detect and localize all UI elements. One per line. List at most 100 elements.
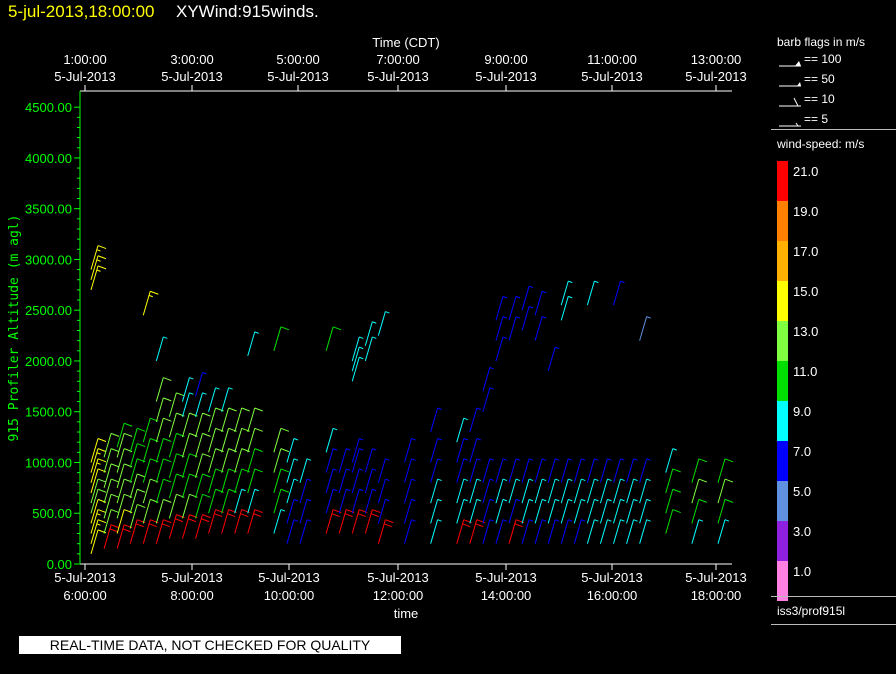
wind-barb: [286, 519, 299, 544]
wind-barb: [469, 498, 481, 524]
wind-barb: [639, 498, 651, 524]
wind-barb: [90, 519, 107, 544]
speed-scale-label: 5.0: [793, 484, 812, 499]
wind-barb: [90, 458, 107, 483]
wind-barb: [717, 478, 734, 504]
wind-barb: [482, 387, 495, 412]
wind-barb: [599, 458, 612, 483]
wind-barb: [155, 519, 172, 544]
wind-barb: [547, 498, 560, 524]
wind-barbs: [90, 245, 734, 554]
wind-barb: [195, 493, 211, 519]
x-top-tick-date: 5-Jul-2013: [685, 69, 746, 84]
wind-barb: [364, 336, 377, 362]
wind-barb: [639, 458, 651, 483]
wind-barb: [155, 438, 172, 463]
wind-barb: [717, 519, 730, 544]
wind-barb: [195, 473, 211, 499]
wind-barb: [338, 488, 351, 514]
wind-barb: [495, 316, 508, 341]
speed-scale-label: 7.0: [793, 444, 812, 459]
wind-barb: [717, 458, 734, 483]
wind-barb: [155, 458, 172, 483]
wind-barb: [351, 356, 364, 382]
wind-barb: [469, 407, 481, 433]
wind-barb: [195, 514, 211, 539]
wind-barb: [364, 509, 381, 534]
wind-barb: [195, 412, 211, 438]
wind-barb: [247, 407, 263, 433]
wind-barb: [155, 417, 172, 443]
wind-barb: [116, 422, 133, 448]
wind-barb: [338, 468, 351, 494]
wind-barb: [665, 448, 677, 473]
y-axis-ticks: 0.00 500.00 1000.00 1500.00 2000.00 2500.00 30…: [25, 100, 80, 572]
wind-barb: [168, 392, 185, 417]
wind-barb: [482, 478, 495, 504]
wind-barb: [103, 432, 120, 458]
x-top-tick-date: 5-Jul-2013: [367, 69, 428, 84]
wind-barb: [351, 438, 364, 463]
wind-barb: [273, 326, 290, 351]
wind-barb: [469, 438, 481, 463]
barb-legend-row: == 50: [777, 72, 887, 90]
wind-barb: [234, 488, 246, 514]
x-top-tick-time: 3:00:00: [170, 52, 213, 67]
wind-barb: [90, 509, 107, 534]
wind-barb: [508, 498, 521, 524]
wind-barb: [116, 432, 133, 458]
speed-scale-label: 21.0: [793, 164, 819, 179]
wind-barb: [626, 519, 638, 544]
y-tick-label: 2000.00: [25, 354, 72, 369]
wind-barb: [181, 392, 194, 417]
barb-legend-row: == 100: [777, 52, 887, 70]
wind-barb: [456, 478, 468, 504]
barb-symbol-icon: [779, 82, 801, 87]
wind-barb: [599, 519, 612, 544]
wind-barb: [430, 407, 442, 433]
wind-barb: [613, 519, 625, 544]
wind-barb: [299, 519, 312, 544]
wind-barb: [691, 519, 704, 544]
speed-color-swatch: [777, 321, 788, 361]
wind-barb: [90, 478, 107, 504]
wind-barb: [325, 427, 338, 453]
wind-barb: [469, 478, 481, 504]
speed-color-swatch: [777, 161, 788, 201]
x-tick-time: 16:00:00: [587, 588, 638, 603]
wind-barb: [534, 290, 547, 316]
wind-barb: [665, 509, 681, 534]
speed-color-swatch: [777, 441, 788, 481]
wind-barb: [90, 265, 107, 291]
wind-barb: [691, 478, 708, 504]
wind-barb: [273, 427, 290, 453]
wind-barb: [613, 458, 625, 483]
speed-color-swatch: [777, 481, 788, 521]
wind-barb: [129, 427, 146, 453]
wind-barb: [129, 503, 146, 529]
wind-barb: [234, 407, 250, 433]
wind-barb: [247, 468, 263, 494]
wind-barb: [599, 478, 612, 504]
wind-barb: [338, 448, 351, 473]
wind-barb: [613, 498, 625, 524]
x-axis-top-title: Time (CDT): [372, 35, 439, 50]
wind-barb: [142, 290, 159, 316]
wind-barb: [586, 458, 599, 483]
wind-barb: [521, 306, 534, 331]
x-tick-date: 5-Jul-2013: [475, 570, 536, 585]
wind-barb: [195, 372, 207, 397]
header-date-time: 5-jul-2013,18:00:00: [8, 2, 155, 21]
wind-barb: [364, 488, 377, 514]
y-tick-label: 0.00: [47, 557, 72, 572]
x-top-tick-time: 11:00:00: [587, 52, 637, 67]
wind-barb: [626, 478, 638, 504]
wind-barb: [90, 448, 107, 473]
station-name: iss3/prof915l: [777, 604, 846, 618]
wind-barb: [430, 478, 442, 504]
wind-barb: [90, 438, 107, 463]
wind-barb: [521, 478, 534, 504]
wind-barb: [273, 509, 286, 534]
wind-barb: [155, 377, 172, 402]
wind-barb: [129, 488, 146, 514]
